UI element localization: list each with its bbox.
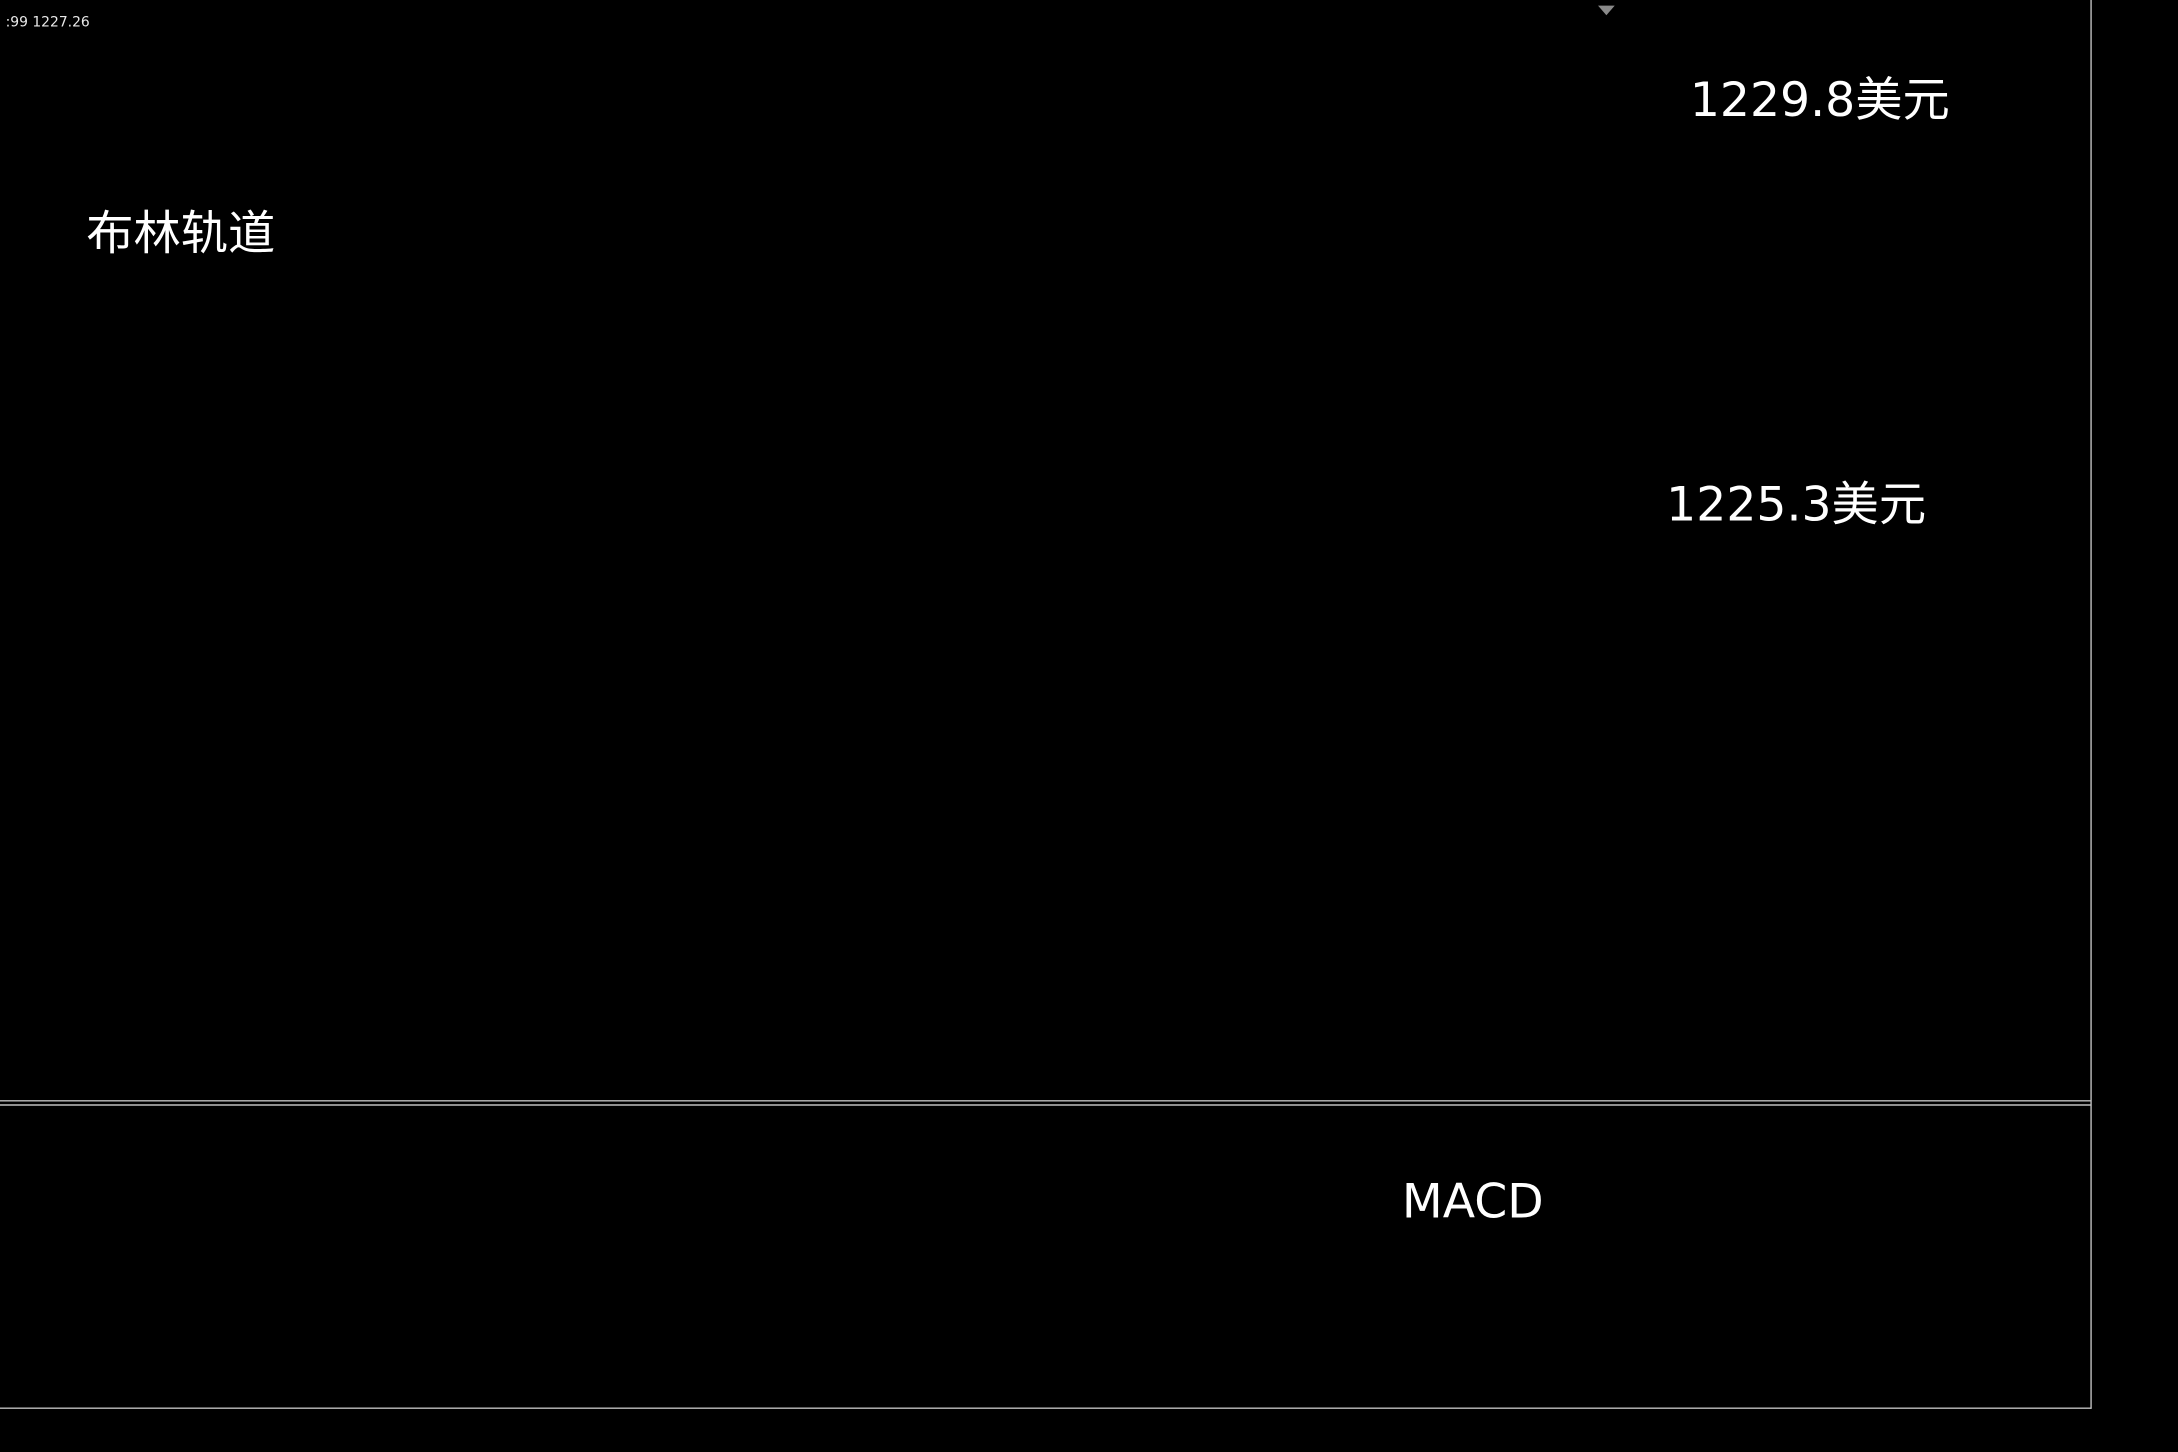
axes-layer — [0, 0, 2092, 1409]
annotation: 布林轨道 — [86, 206, 275, 261]
shift-marker — [1598, 5, 1615, 16]
macd-label: MACD — [1402, 1174, 1544, 1229]
header-text: :99 1227.26 — [6, 14, 90, 30]
annotation: 1225.3美元 — [1666, 478, 1926, 533]
annotation: 1229.8美元 — [1690, 73, 1950, 128]
